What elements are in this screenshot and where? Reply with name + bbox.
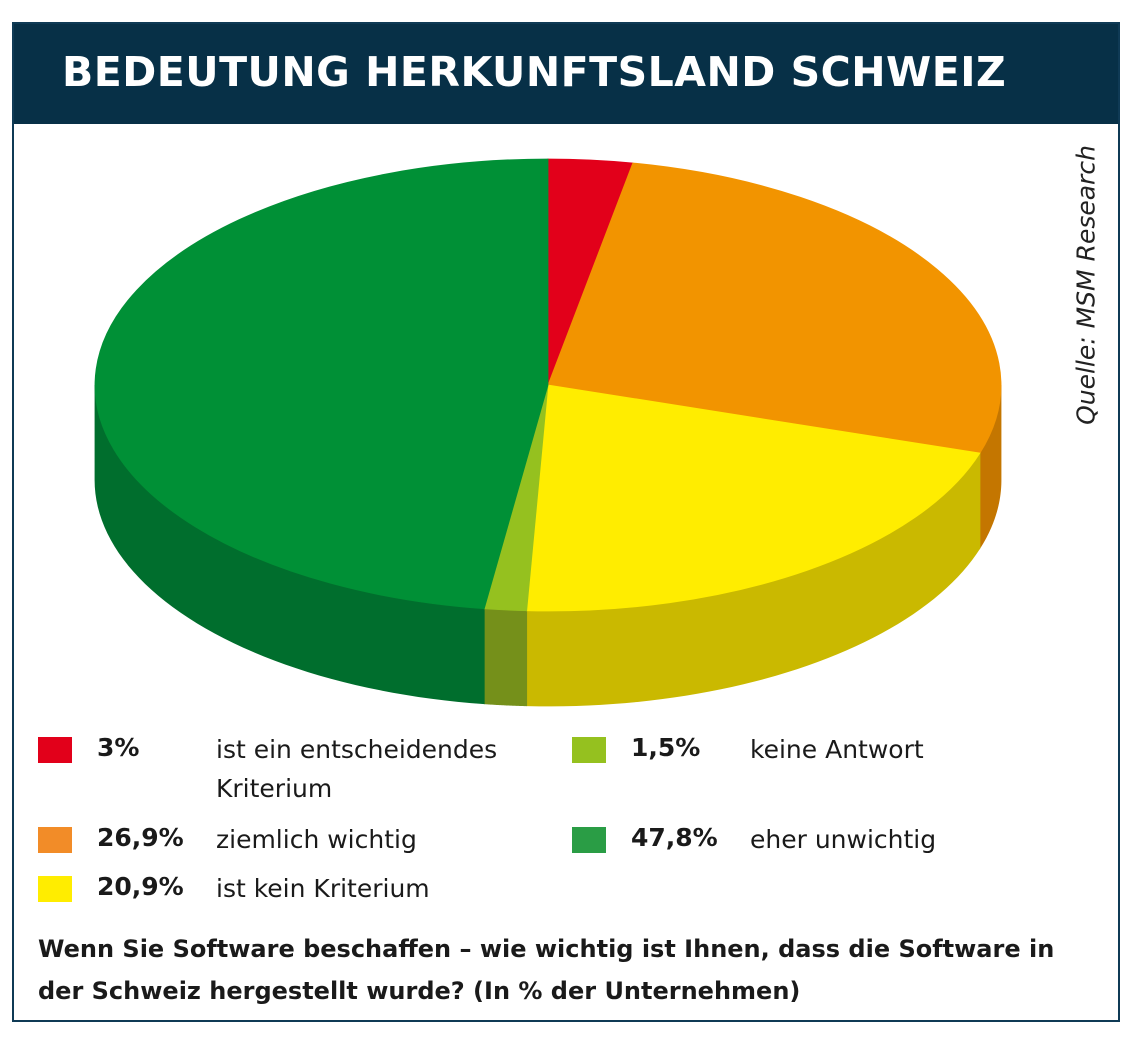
pie-tops xyxy=(94,158,1002,612)
legend-swatch-ziemlich-wichtig xyxy=(38,827,72,853)
chart-caption: Wenn Sie Software beschaffen – wie wicht… xyxy=(38,935,1055,1005)
pie-slice-ziemlich-wichtig xyxy=(547,162,1002,454)
pie-side-keine-antwort xyxy=(483,608,528,707)
legend-label-eher-unwichtig: eher unwichtig xyxy=(750,825,937,854)
legend-swatch-ist-kein-kriterium xyxy=(38,876,72,902)
pie-slice-ist-kein-kriterium xyxy=(526,384,981,612)
legend-value-ist-kein-kriterium: 20,9% xyxy=(97,872,184,901)
legend-value-eher-unwichtig: 47,8% xyxy=(631,823,718,852)
title-bar: BEDEUTUNG HERKUNFTSLAND SCHWEIZ xyxy=(14,24,1118,124)
pie-sides xyxy=(94,384,1002,707)
legend-label-ziemlich-wichtig: ziemlich wichtig xyxy=(216,825,417,854)
pie-slice-eher-unwichtig xyxy=(94,158,549,610)
legend-swatch-keine-antwort xyxy=(572,737,606,763)
legend-swatch-eher-unwichtig xyxy=(572,827,606,853)
source-note: Quelle: MSM Research xyxy=(1071,145,1101,425)
legend-value-ziemlich-wichtig: 26,9% xyxy=(97,823,184,852)
legend-label-ist-ein-entscheidendes-kriterium: ist ein entscheidendes Kriterium xyxy=(216,735,498,803)
legend-value-keine-antwort: 1,5% xyxy=(631,733,701,762)
legend-swatch-ist-ein-entscheidendes-kriterium xyxy=(38,737,72,763)
chart-title: BEDEUTUNG HERKUNFTSLAND SCHWEIZ xyxy=(62,48,1007,96)
legend-value-ist-ein-entscheidendes-kriterium: 3% xyxy=(97,733,140,762)
legend-label-keine-antwort: keine Antwort xyxy=(750,735,924,764)
legend-label-ist-kein-kriterium: ist kein Kriterium xyxy=(216,874,430,903)
